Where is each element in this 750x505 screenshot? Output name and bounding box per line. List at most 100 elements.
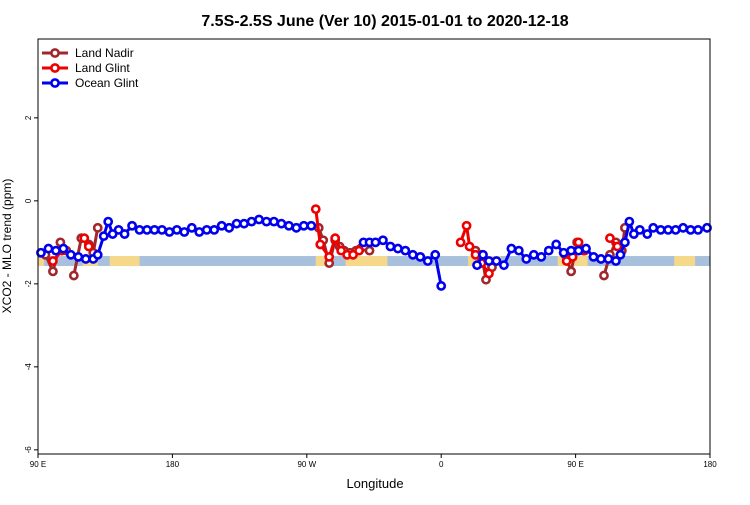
land-segment (345, 256, 388, 267)
data-point-ocean-glint (103, 216, 114, 227)
land-segment (315, 256, 328, 267)
data-point-ocean-glint (655, 224, 666, 235)
x-tick-label: 90 W (297, 460, 316, 469)
data-point-ocean-glint (164, 227, 175, 237)
data-point-ocean-glint (261, 216, 272, 227)
data-point-ocean-glint (619, 237, 630, 248)
chart-title: 7.5S-2.5S June (Ver 10) 2015-01-01 to 20… (201, 13, 568, 30)
data-point-land-glint (464, 241, 475, 252)
data-point-ocean-glint (400, 245, 411, 256)
data-point-ocean-glint (385, 241, 396, 252)
data-point-ocean-glint (134, 224, 145, 235)
x-tick-label: 90 E (30, 460, 46, 469)
data-point-land-nadir (566, 266, 577, 277)
data-point-land-glint (315, 239, 326, 250)
data-point-ocean-glint (484, 256, 494, 266)
data-point-ocean-glint (80, 254, 91, 264)
data-point-ocean-glint (216, 220, 227, 231)
data-point-ocean-glint (149, 224, 160, 235)
data-point-ocean-glint (513, 245, 524, 256)
data-point-land-glint (484, 268, 494, 279)
data-point-ocean-glint (392, 243, 403, 254)
data-point-ocean-glint (678, 222, 689, 233)
data-point-ocean-glint (506, 243, 517, 254)
data-point-land-nadir (92, 222, 103, 233)
data-point-ocean-glint (58, 243, 69, 254)
data-point-land-glint (612, 241, 623, 252)
data-point-ocean-glint (430, 249, 441, 260)
data-point-ocean-glint (186, 222, 197, 233)
data-point-land-glint (83, 241, 94, 252)
data-point-ocean-glint (543, 245, 554, 256)
data-point-ocean-glint (596, 254, 606, 264)
legend-marker-land-nadir (50, 48, 60, 58)
data-point-land-glint (48, 256, 58, 266)
data-point-ocean-glint (283, 220, 294, 231)
data-point-ocean-glint (566, 245, 577, 256)
data-point-ocean-glint (36, 247, 46, 258)
data-point-ocean-glint (536, 251, 547, 262)
data-point-ocean-glint (201, 224, 212, 235)
land-segment (38, 256, 44, 267)
data-point-ocean-glint (702, 222, 712, 233)
y-tick-label: -6 (24, 446, 33, 454)
data-point-land-nadir (364, 245, 375, 256)
data-point-land-glint (461, 220, 472, 231)
data-point-land-glint (573, 237, 584, 248)
legend-label-ocean-glint: Ocean Glint (75, 76, 139, 90)
data-point-ocean-glint (231, 218, 242, 229)
data-point-land-glint (310, 204, 321, 215)
y-tick-label: 0 (24, 198, 33, 203)
land-segment (109, 256, 140, 267)
x-tick-label: 180 (703, 460, 717, 469)
y-axis-label: XCO2 - MLO trend (ppm) (0, 179, 14, 314)
data-point-ocean-glint (648, 222, 659, 233)
data-point-ocean-glint (415, 251, 426, 262)
data-point-ocean-glint (43, 243, 54, 254)
legend-label-land-glint: Land Glint (75, 61, 130, 75)
data-point-ocean-glint (521, 254, 532, 264)
data-point-ocean-glint (611, 256, 621, 266)
data-point-ocean-glint (407, 249, 418, 260)
data-point-land-nadir (68, 270, 79, 281)
data-point-ocean-glint (306, 220, 317, 231)
data-point-ocean-glint (378, 235, 388, 246)
data-point-ocean-glint (558, 247, 569, 258)
x-tick-label: 90 E (567, 460, 583, 469)
data-point-ocean-glint (142, 224, 152, 235)
y-tick-label: 2 (24, 115, 33, 120)
series-land-glint (48, 204, 623, 279)
data-point-ocean-glint (65, 249, 76, 260)
data-point-ocean-glint (298, 220, 309, 231)
x-tick-label: 180 (166, 460, 180, 469)
data-point-ocean-glint (499, 260, 509, 271)
data-point-ocean-glint (670, 224, 681, 235)
data-point-ocean-glint (92, 249, 103, 260)
y-axis: -6 -4 -2 0 2 (24, 115, 38, 453)
data-point-ocean-glint (209, 224, 220, 235)
data-point-ocean-glint (528, 249, 539, 260)
series-layer (36, 204, 712, 291)
data-point-ocean-glint (269, 216, 279, 227)
data-point-land-nadir (599, 270, 609, 281)
data-point-ocean-glint (422, 256, 433, 266)
data-point-ocean-glint (370, 237, 381, 248)
data-point-ocean-glint (119, 229, 130, 239)
data-point-land-glint (605, 233, 615, 244)
data-point-ocean-glint (246, 216, 257, 227)
data-point-ocean-glint (642, 229, 653, 239)
data-point-ocean-glint (194, 227, 205, 237)
data-point-ocean-glint (472, 260, 482, 271)
data-point-ocean-glint (171, 224, 182, 235)
data-point-ocean-glint (581, 243, 591, 254)
data-point-ocean-glint (573, 245, 584, 256)
data-point-ocean-glint (478, 249, 488, 260)
data-point-ocean-glint (615, 249, 626, 260)
legend-marker-land-glint (50, 63, 60, 73)
data-point-land-glint (79, 233, 90, 244)
data-point-ocean-glint (73, 251, 84, 262)
data-point-land-glint (354, 245, 364, 256)
data-point-land-glint (455, 237, 466, 248)
